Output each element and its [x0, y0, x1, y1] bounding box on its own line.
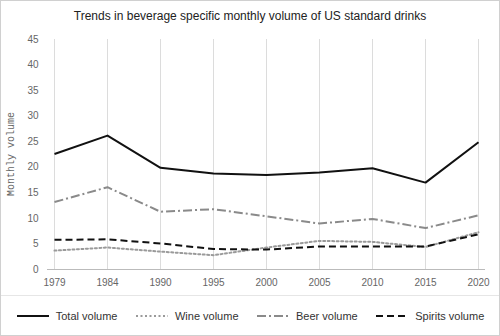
svg-text:2005: 2005 [308, 277, 331, 288]
svg-text:Monthly volume: Monthly volume [6, 112, 17, 196]
html-text:Wine volume: Wine volume [174, 310, 239, 322]
svg-text:5: 5 [33, 238, 39, 249]
svg-text:2020: 2020 [467, 277, 490, 288]
svg-text:1979: 1979 [43, 277, 66, 288]
svg-text:40: 40 [27, 59, 39, 70]
html-text:Spirits volume: Spirits volume [415, 310, 485, 322]
svg-text:1990: 1990 [149, 277, 172, 288]
svg-text:25: 25 [27, 136, 39, 147]
html-text:Trends in beverage specific mo: Trends in beverage specific monthly volu… [73, 9, 427, 23]
svg-text:1995: 1995 [202, 277, 225, 288]
svg-text:30: 30 [27, 110, 39, 121]
svg-text:2000: 2000 [255, 277, 278, 288]
html-text:Beer volume: Beer volume [296, 310, 358, 322]
svg-text:0: 0 [33, 264, 39, 275]
svg-text:1984: 1984 [96, 277, 119, 288]
svg-text:2010: 2010 [361, 277, 384, 288]
svg-text:10: 10 [27, 213, 39, 224]
svg-text:35: 35 [27, 85, 39, 96]
svg-text:2015: 2015 [414, 277, 437, 288]
svg-text:15: 15 [27, 187, 39, 198]
svg-text:45: 45 [27, 34, 39, 45]
svg-text:20: 20 [27, 161, 39, 172]
html-text:Total volume: Total volume [55, 310, 118, 322]
